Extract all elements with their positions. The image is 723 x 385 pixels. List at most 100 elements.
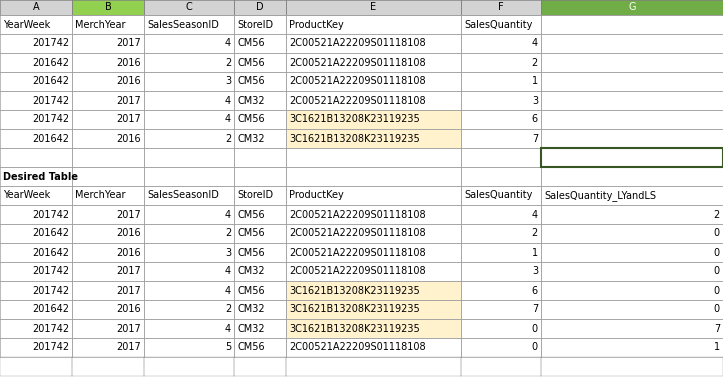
Bar xyxy=(144,300,234,319)
Text: CM56: CM56 xyxy=(237,38,265,49)
Text: Desired Table: Desired Table xyxy=(3,171,78,181)
Text: 1: 1 xyxy=(532,248,538,258)
Text: CM56: CM56 xyxy=(237,57,265,67)
Bar xyxy=(234,53,286,72)
Text: 3: 3 xyxy=(532,95,538,105)
Text: StoreID: StoreID xyxy=(237,191,273,201)
Bar xyxy=(461,262,541,281)
Bar xyxy=(144,0,234,15)
Text: SalesQuantity: SalesQuantity xyxy=(464,191,532,201)
Text: 4: 4 xyxy=(225,114,231,124)
Bar xyxy=(72,15,144,34)
Text: 2C00521A22209S01118108: 2C00521A22209S01118108 xyxy=(289,266,426,276)
Bar xyxy=(461,338,541,357)
Bar xyxy=(72,262,144,281)
Text: 0: 0 xyxy=(714,266,720,276)
Bar xyxy=(461,224,541,243)
Bar xyxy=(286,281,461,300)
Text: CM56: CM56 xyxy=(237,209,265,219)
Text: 4: 4 xyxy=(225,323,231,333)
Text: 2017: 2017 xyxy=(116,209,141,219)
Bar xyxy=(0,53,72,72)
Bar xyxy=(234,129,286,148)
Bar xyxy=(0,129,72,148)
Bar xyxy=(461,300,541,319)
Text: CM56: CM56 xyxy=(237,248,265,258)
Bar xyxy=(541,300,723,319)
Text: StoreID: StoreID xyxy=(237,20,273,30)
Text: 2: 2 xyxy=(225,57,231,67)
Text: 2017: 2017 xyxy=(116,323,141,333)
Text: 7: 7 xyxy=(531,305,538,315)
Bar xyxy=(144,129,234,148)
Bar xyxy=(286,72,461,91)
Bar xyxy=(72,300,144,319)
Bar xyxy=(541,205,723,224)
Text: 2017: 2017 xyxy=(116,343,141,353)
Bar xyxy=(0,243,72,262)
Text: 3: 3 xyxy=(532,266,538,276)
Text: 4: 4 xyxy=(225,266,231,276)
Text: SalesQuantity_LYandLS: SalesQuantity_LYandLS xyxy=(544,190,656,201)
Bar xyxy=(72,357,144,376)
Bar xyxy=(0,224,72,243)
Text: 5: 5 xyxy=(225,343,231,353)
Text: 3: 3 xyxy=(225,77,231,87)
Bar xyxy=(72,0,144,15)
Text: 201742: 201742 xyxy=(32,323,69,333)
Text: C: C xyxy=(186,2,192,12)
Bar xyxy=(461,319,541,338)
Text: 2C00521A22209S01118108: 2C00521A22209S01118108 xyxy=(289,248,426,258)
Bar xyxy=(286,148,461,167)
Text: 4: 4 xyxy=(532,209,538,219)
Bar xyxy=(461,357,541,376)
Text: D: D xyxy=(256,2,264,12)
Bar xyxy=(286,243,461,262)
Text: SalesSeasonID: SalesSeasonID xyxy=(147,20,219,30)
Bar xyxy=(234,319,286,338)
Text: 0: 0 xyxy=(714,248,720,258)
Text: G: G xyxy=(628,2,636,12)
Text: 2C00521A22209S01118108: 2C00521A22209S01118108 xyxy=(289,343,426,353)
Text: 2017: 2017 xyxy=(116,266,141,276)
Bar xyxy=(144,167,234,186)
Bar xyxy=(461,167,541,186)
Bar xyxy=(144,53,234,72)
Text: 2: 2 xyxy=(225,229,231,238)
Bar xyxy=(234,243,286,262)
Text: 2: 2 xyxy=(225,134,231,144)
Bar xyxy=(144,186,234,205)
Bar xyxy=(541,72,723,91)
Bar xyxy=(541,281,723,300)
Bar xyxy=(144,281,234,300)
Bar xyxy=(234,72,286,91)
Bar xyxy=(541,0,723,15)
Bar xyxy=(0,34,72,53)
Bar xyxy=(541,319,723,338)
Text: 2C00521A22209S01118108: 2C00521A22209S01118108 xyxy=(289,77,426,87)
Text: 201742: 201742 xyxy=(32,114,69,124)
Bar xyxy=(72,205,144,224)
Text: 2016: 2016 xyxy=(116,134,141,144)
Bar xyxy=(541,148,723,167)
Bar xyxy=(541,53,723,72)
Bar xyxy=(72,53,144,72)
Bar xyxy=(0,262,72,281)
Text: 6: 6 xyxy=(532,114,538,124)
Text: 201642: 201642 xyxy=(32,229,69,238)
Text: 2: 2 xyxy=(714,209,720,219)
Text: SalesSeasonID: SalesSeasonID xyxy=(147,191,219,201)
Text: 2C00521A22209S01118108: 2C00521A22209S01118108 xyxy=(289,209,426,219)
Text: 2016: 2016 xyxy=(116,305,141,315)
Text: 3C1621B13208K23119235: 3C1621B13208K23119235 xyxy=(289,114,420,124)
Bar xyxy=(0,91,72,110)
Text: 1: 1 xyxy=(532,77,538,87)
Bar xyxy=(461,129,541,148)
Bar xyxy=(461,110,541,129)
Bar xyxy=(461,15,541,34)
Text: 201742: 201742 xyxy=(32,209,69,219)
Text: 4: 4 xyxy=(225,209,231,219)
Text: 7: 7 xyxy=(531,134,538,144)
Text: 2: 2 xyxy=(225,305,231,315)
Bar xyxy=(144,15,234,34)
